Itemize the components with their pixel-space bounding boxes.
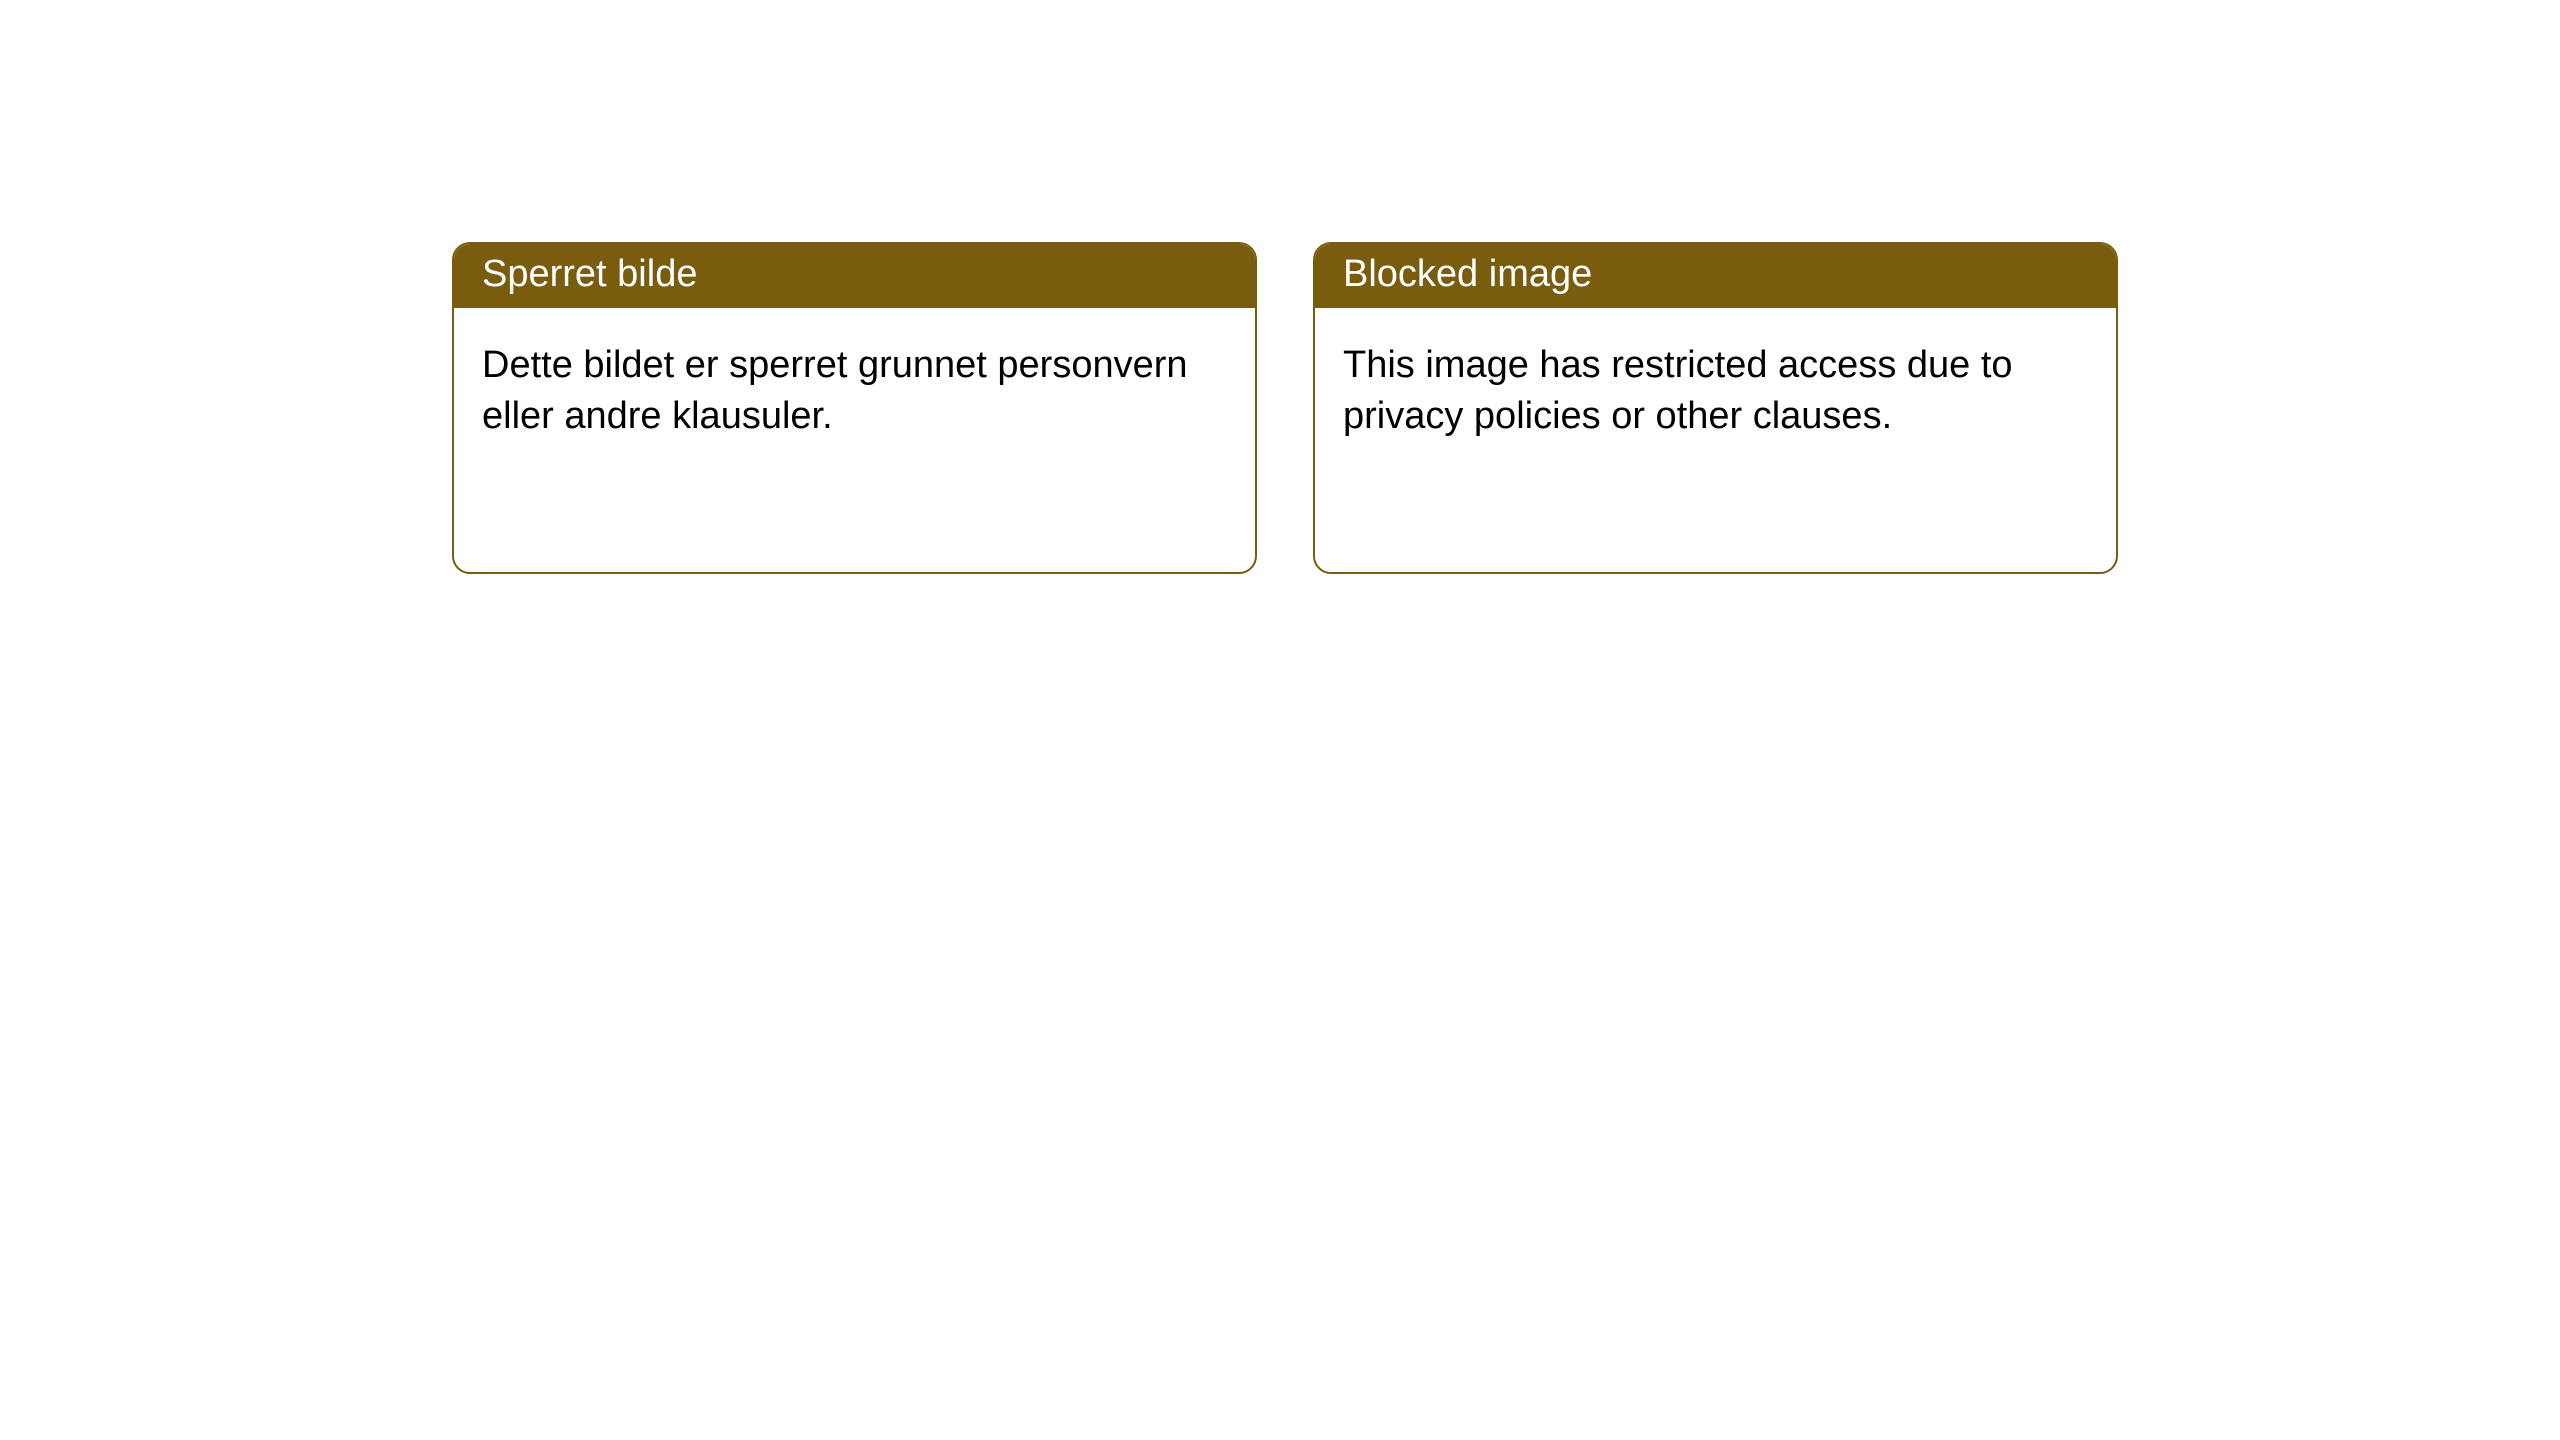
card-header: Blocked image xyxy=(1315,244,2116,308)
card-title: Blocked image xyxy=(1343,253,1592,295)
card-title: Sperret bilde xyxy=(482,253,697,295)
card-body: This image has restricted access due to … xyxy=(1315,308,2116,475)
notice-container: Sperret bilde Dette bildet er sperret gr… xyxy=(0,0,2560,574)
card-body-text: Dette bildet er sperret grunnet personve… xyxy=(482,344,1188,437)
blocked-image-card-en: Blocked image This image has restricted … xyxy=(1313,242,2118,574)
card-body-text: This image has restricted access due to … xyxy=(1343,344,2013,437)
blocked-image-card-no: Sperret bilde Dette bildet er sperret gr… xyxy=(452,242,1257,574)
card-header: Sperret bilde xyxy=(454,244,1255,308)
card-body: Dette bildet er sperret grunnet personve… xyxy=(454,308,1255,475)
